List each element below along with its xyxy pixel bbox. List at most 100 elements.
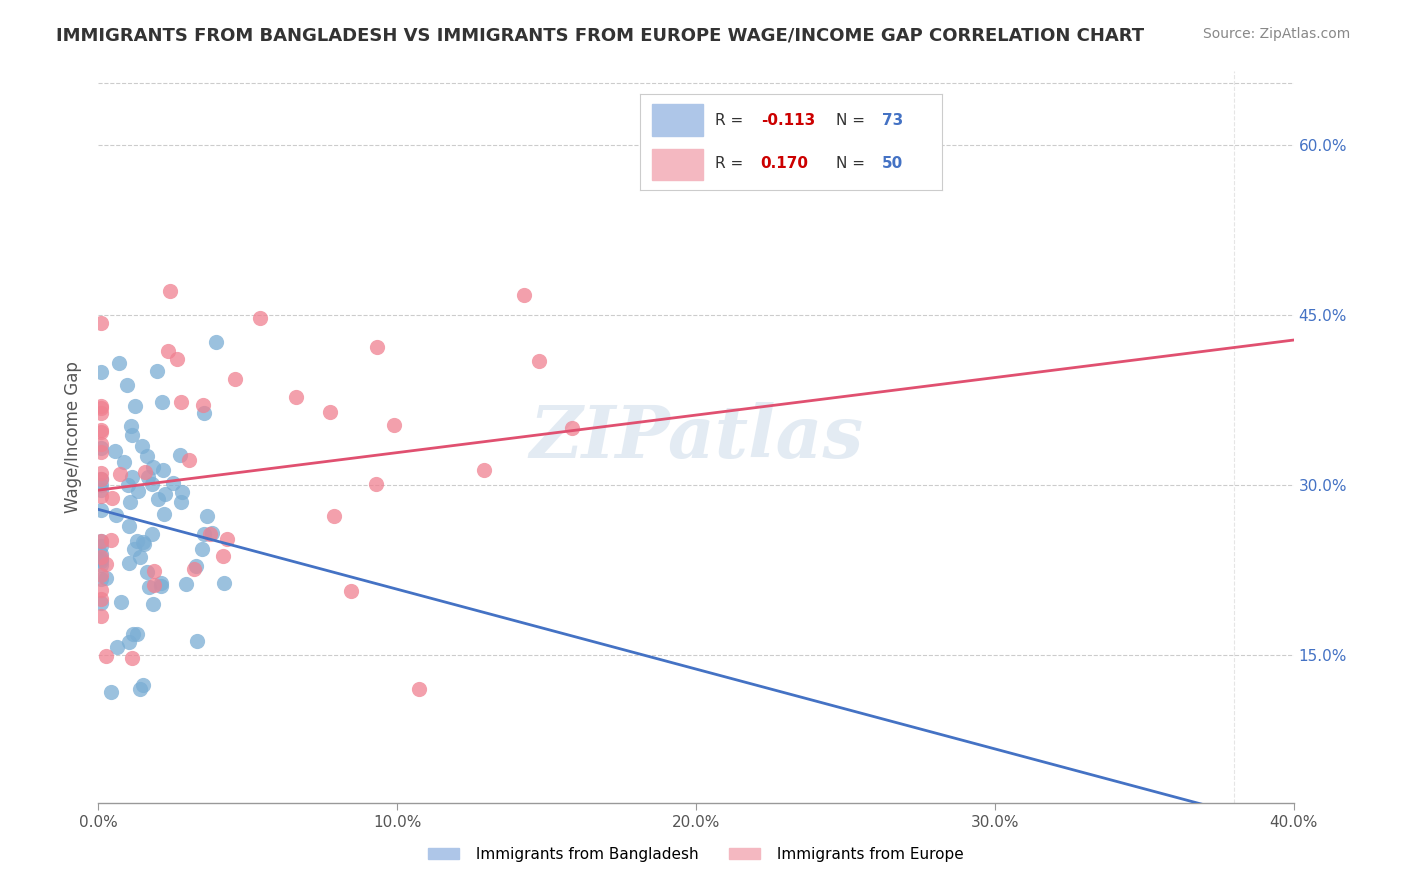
- Point: [115, 377, 138, 392]
- Point: [128, 682, 150, 697]
- Text: IMMIGRANTS FROM BANGLADESH VS IMMIGRANTS FROM EUROPE WAGE/INCOME GAP CORRELATION: IMMIGRANTS FROM BANGLADESH VS IMMIGRANTS…: [56, 27, 1144, 45]
- Point: [90, 503, 112, 517]
- Point: [94, 571, 117, 585]
- Point: [90, 483, 112, 497]
- Point: [141, 527, 163, 541]
- Point: [319, 405, 342, 419]
- Point: [184, 558, 207, 573]
- Point: [205, 334, 228, 349]
- Point: [527, 354, 550, 368]
- Point: [153, 486, 176, 500]
- Point: [322, 508, 344, 523]
- Point: [132, 535, 155, 549]
- Point: [366, 340, 388, 354]
- Point: [215, 532, 238, 546]
- Point: [183, 561, 205, 575]
- Point: [143, 564, 166, 578]
- Point: [118, 557, 141, 571]
- Point: [90, 445, 112, 459]
- Point: [105, 640, 128, 655]
- Point: [124, 399, 146, 413]
- Point: [191, 541, 214, 556]
- Point: [170, 395, 193, 409]
- Point: [136, 469, 159, 483]
- Point: [117, 478, 139, 492]
- Point: [198, 527, 221, 541]
- Point: [120, 419, 142, 434]
- Point: [90, 365, 112, 379]
- Point: [159, 284, 181, 298]
- Point: [285, 390, 308, 404]
- Point: [105, 508, 128, 523]
- Point: [110, 595, 132, 609]
- Point: [136, 566, 159, 580]
- Point: [138, 580, 160, 594]
- Point: [108, 356, 131, 370]
- Text: Source: ZipAtlas.com: Source: ZipAtlas.com: [1202, 27, 1350, 41]
- Point: [142, 459, 165, 474]
- Point: [141, 476, 163, 491]
- Point: [90, 472, 112, 486]
- Point: [201, 525, 224, 540]
- Point: [121, 428, 143, 442]
- Point: [135, 449, 157, 463]
- Point: [90, 534, 112, 549]
- Point: [94, 557, 117, 571]
- Point: [90, 539, 112, 553]
- Bar: [652, 104, 703, 136]
- Point: [193, 406, 215, 420]
- Point: [118, 495, 141, 509]
- Text: R =: R =: [716, 112, 748, 128]
- Point: [112, 455, 135, 469]
- Point: [90, 477, 112, 491]
- Point: [382, 418, 405, 433]
- Point: [364, 476, 387, 491]
- Point: [152, 508, 174, 522]
- Point: [118, 634, 141, 648]
- Point: [212, 576, 235, 591]
- Text: R =: R =: [716, 156, 748, 171]
- Bar: [652, 149, 703, 180]
- Point: [90, 466, 112, 480]
- Text: ZIPatlas: ZIPatlas: [529, 401, 863, 473]
- Point: [125, 627, 148, 641]
- Point: [157, 343, 180, 358]
- Point: [101, 491, 124, 506]
- Point: [122, 627, 145, 641]
- Point: [162, 475, 184, 490]
- Point: [146, 364, 169, 378]
- Point: [90, 316, 112, 330]
- Point: [169, 448, 191, 462]
- Point: [90, 399, 112, 413]
- Point: [142, 597, 165, 611]
- Point: [150, 579, 173, 593]
- Point: [561, 421, 583, 435]
- Point: [104, 443, 127, 458]
- Point: [143, 578, 166, 592]
- Point: [128, 549, 150, 564]
- Point: [150, 576, 173, 591]
- Point: [179, 452, 201, 467]
- Point: [118, 519, 141, 533]
- Point: [90, 573, 112, 587]
- Point: [90, 547, 112, 561]
- Point: [249, 310, 271, 325]
- Point: [212, 549, 235, 563]
- Text: 50: 50: [882, 156, 903, 171]
- Point: [152, 395, 174, 409]
- Point: [132, 678, 155, 692]
- Point: [170, 495, 193, 509]
- Point: [100, 533, 122, 548]
- Y-axis label: Wage/Income Gap: Wage/Income Gap: [65, 361, 83, 513]
- Point: [472, 463, 495, 477]
- Point: [134, 466, 156, 480]
- Point: [90, 567, 112, 582]
- Point: [122, 542, 145, 557]
- Point: [90, 423, 112, 437]
- Point: [193, 527, 215, 541]
- Point: [90, 552, 112, 566]
- Text: N =: N =: [837, 112, 870, 128]
- Text: N =: N =: [837, 156, 870, 171]
- Point: [90, 401, 112, 416]
- Point: [174, 577, 197, 591]
